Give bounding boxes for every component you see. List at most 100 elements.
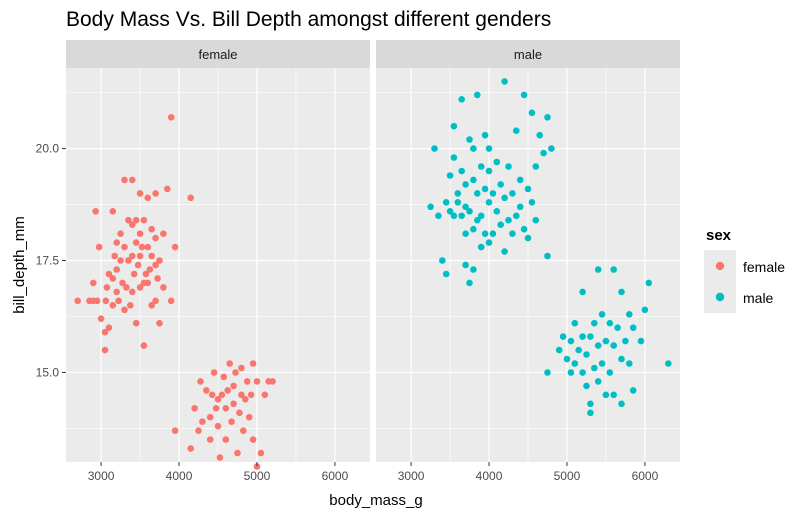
point-male xyxy=(427,203,434,211)
point-female xyxy=(206,413,214,421)
point-male xyxy=(497,221,505,228)
point-female xyxy=(160,284,167,291)
point-female xyxy=(93,297,101,305)
legend-label-female: female xyxy=(743,259,785,275)
point-male xyxy=(462,203,469,211)
point-female xyxy=(261,391,269,399)
point-female xyxy=(101,346,109,354)
point-female xyxy=(74,297,81,305)
point-male xyxy=(579,369,586,376)
point-male xyxy=(450,212,458,220)
point-female xyxy=(123,284,130,291)
point-male xyxy=(618,355,625,363)
point-male xyxy=(559,333,567,340)
x-axis-label: body_mass_g xyxy=(329,492,422,509)
point-male xyxy=(516,176,524,184)
point-female xyxy=(113,266,120,273)
point-male xyxy=(462,230,469,237)
point-female xyxy=(230,382,237,390)
point-female xyxy=(102,297,110,305)
point-female xyxy=(226,360,233,367)
point-male xyxy=(442,270,450,278)
point-male xyxy=(579,288,586,296)
point-male xyxy=(583,382,590,390)
point-male xyxy=(528,109,536,117)
point-female xyxy=(105,270,113,278)
point-male xyxy=(489,190,497,197)
point-male xyxy=(435,212,442,220)
point-female xyxy=(218,391,226,399)
point-male xyxy=(481,185,489,193)
point-male xyxy=(481,230,489,237)
point-male xyxy=(598,360,606,367)
point-male xyxy=(540,149,547,157)
axes: 3000 4000 5000 6000 3000 4000 5000 6000 15.0 17.5… xyxy=(36,142,659,483)
point-female xyxy=(148,252,155,260)
point-male xyxy=(501,78,508,85)
point-female xyxy=(113,239,120,246)
point-male xyxy=(544,114,551,121)
point-male xyxy=(474,216,481,224)
point-male xyxy=(602,391,610,399)
point-female xyxy=(119,279,126,287)
point-male xyxy=(493,158,501,166)
point-male xyxy=(501,248,508,255)
point-female xyxy=(129,288,136,296)
point-male xyxy=(509,230,516,237)
point-male xyxy=(516,203,524,211)
point-female xyxy=(220,373,228,381)
point-male xyxy=(524,234,532,242)
point-male xyxy=(493,208,501,215)
point-female xyxy=(136,284,144,291)
point-female xyxy=(156,257,163,264)
point-female xyxy=(92,208,99,215)
point-male xyxy=(618,288,625,296)
point-female xyxy=(214,422,222,430)
point-female xyxy=(117,257,124,264)
point-female xyxy=(115,297,122,305)
point-male xyxy=(454,190,462,197)
point-female xyxy=(136,252,144,260)
point-female xyxy=(127,302,134,309)
point-male xyxy=(626,360,633,367)
point-female xyxy=(156,319,163,327)
point-male xyxy=(520,91,528,99)
point-female xyxy=(195,427,202,435)
point-female xyxy=(171,243,179,251)
point-male xyxy=(637,337,645,345)
point-female xyxy=(214,396,222,403)
point-female xyxy=(191,405,198,412)
point-female xyxy=(129,176,136,184)
point-male xyxy=(544,252,551,260)
point-female xyxy=(216,454,224,461)
x-tick-label: 4000 xyxy=(476,469,503,483)
point-female xyxy=(232,369,239,376)
point-female xyxy=(197,378,204,385)
point-female xyxy=(146,266,154,273)
point-female xyxy=(140,342,148,349)
point-female xyxy=(167,297,175,305)
point-female xyxy=(103,284,111,291)
point-male xyxy=(505,163,512,170)
point-male xyxy=(587,400,594,408)
legend-key-female xyxy=(715,261,725,271)
point-female xyxy=(236,409,243,417)
point-female xyxy=(167,114,175,121)
facet-strip-male xyxy=(376,40,680,68)
point-male xyxy=(450,122,458,130)
point-female xyxy=(187,194,194,202)
point-female xyxy=(144,279,152,287)
point-female xyxy=(152,297,159,305)
point-male xyxy=(505,216,512,224)
point-female xyxy=(208,391,216,399)
point-male xyxy=(641,306,649,314)
y-tick-label: 17.5 xyxy=(36,254,60,268)
point-female xyxy=(134,261,142,269)
point-male xyxy=(485,145,493,152)
point-male xyxy=(626,311,633,318)
point-female xyxy=(210,369,218,376)
point-male xyxy=(575,346,582,354)
point-male xyxy=(567,337,575,345)
chart-title: Body Mass Vs. Bill Depth amongst differe… xyxy=(66,8,551,31)
point-male xyxy=(450,154,458,161)
